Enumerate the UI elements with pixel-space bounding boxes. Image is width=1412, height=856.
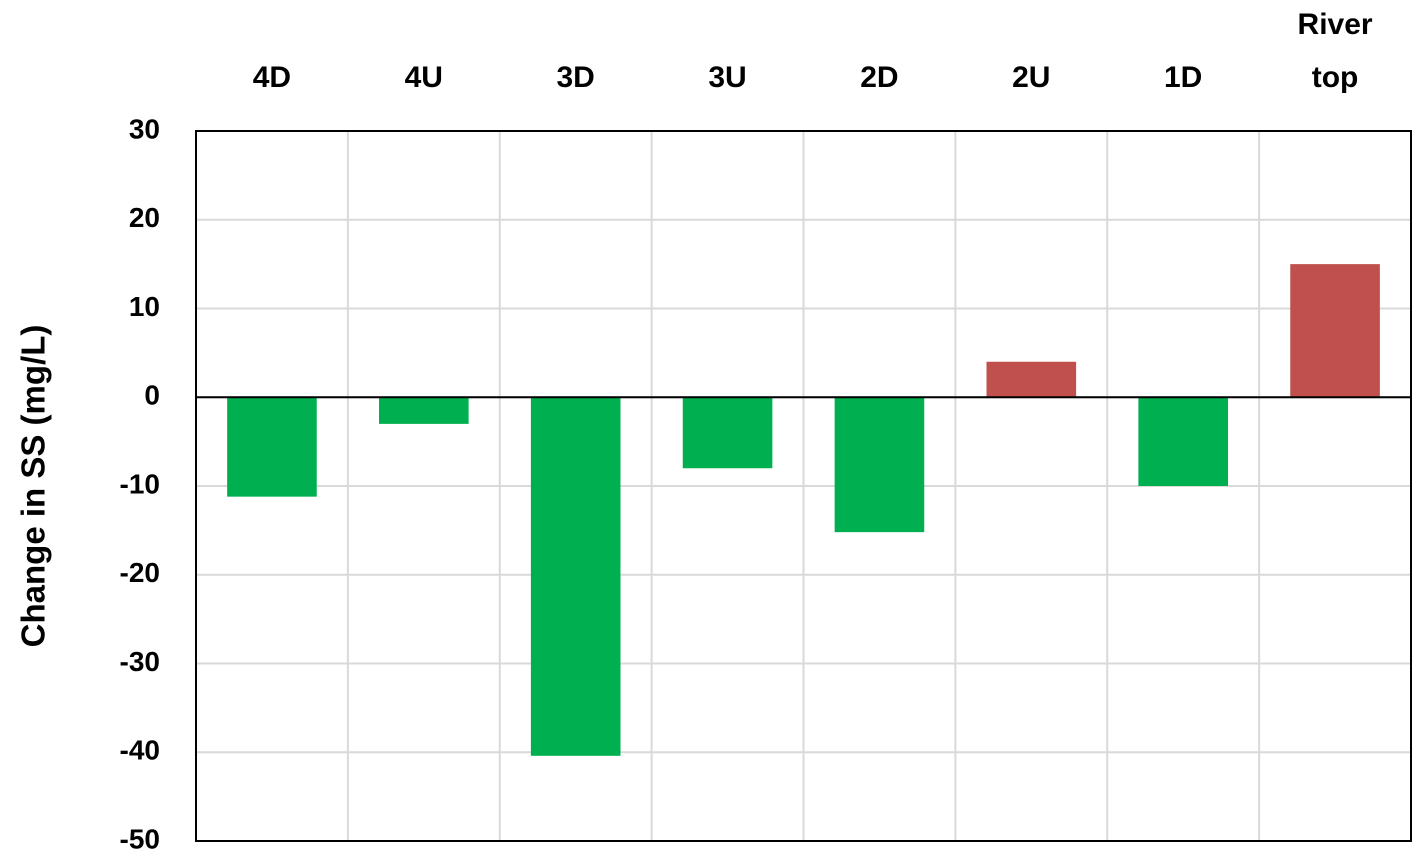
x-tick-label: 4U	[404, 61, 443, 94]
bar	[227, 397, 317, 497]
bar	[1290, 264, 1380, 398]
x-tick-label: 2U	[1012, 61, 1051, 94]
y-tick-label: -40	[120, 735, 160, 766]
y-tick-label: -10	[120, 468, 160, 499]
bar	[986, 361, 1077, 398]
plot-border	[195, 130, 1412, 842]
bar	[682, 397, 773, 469]
y-tick-label: 0	[144, 380, 160, 411]
x-tick-label: 2D	[860, 61, 899, 94]
x-tick-label: 3U	[708, 61, 747, 94]
x-tick-label: 4D	[252, 61, 292, 94]
x-tick-label: River top	[1297, 8, 1373, 94]
bar	[530, 397, 621, 756]
y-tick-label: 10	[129, 291, 160, 322]
y-tick-label: 20	[129, 202, 160, 233]
bar	[379, 397, 469, 424]
x-tick-label: 3D	[556, 61, 595, 94]
y-axis-title: Change in SS (mg/L)	[15, 325, 52, 648]
y-tick-label: 30	[129, 113, 160, 144]
y-tick-label: -50	[120, 823, 160, 854]
y-tick-label: -30	[120, 646, 160, 677]
x-tick-label: 1D	[1164, 61, 1203, 94]
bar	[1138, 397, 1228, 486]
bar	[834, 397, 925, 533]
y-tick-label: -20	[120, 557, 160, 588]
